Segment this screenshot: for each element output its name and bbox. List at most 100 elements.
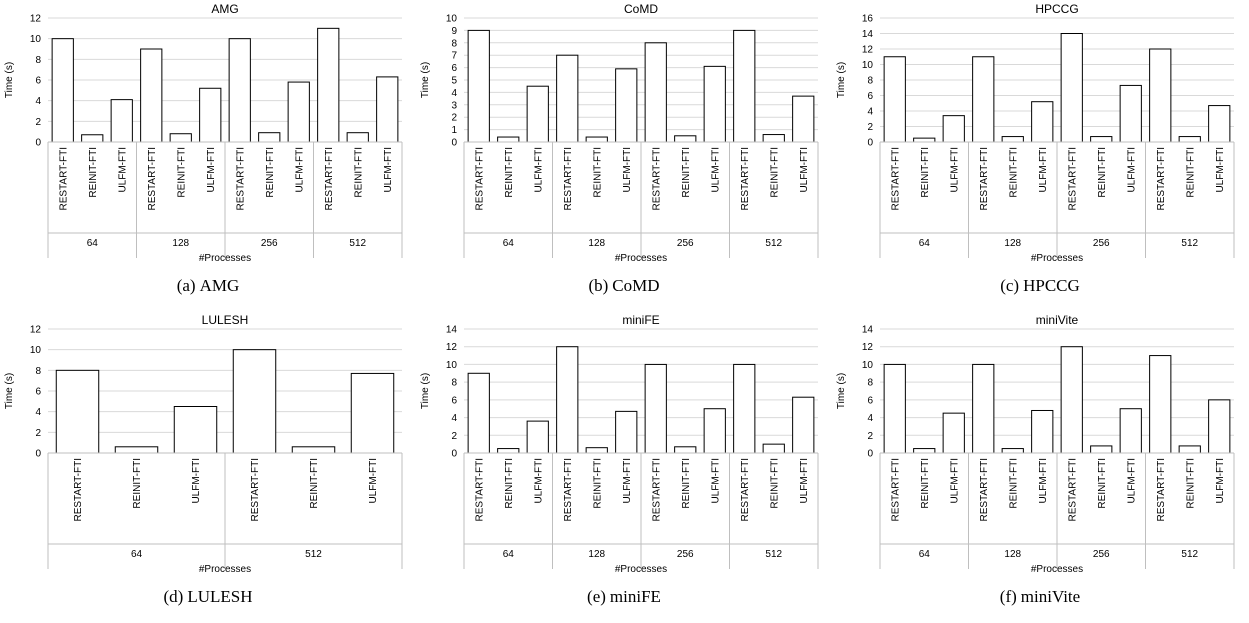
y-tick-label: 4 [35, 96, 41, 107]
bar [883, 363, 906, 454]
bar [114, 446, 159, 454]
bar [615, 68, 638, 143]
figure-caption: (a) AMG [0, 276, 416, 296]
bar [467, 29, 490, 143]
x-axis-label: #Processes [615, 253, 667, 264]
x-group-label: 128 [172, 238, 189, 249]
bar [497, 448, 520, 454]
figure-caption: (f) miniVite [832, 587, 1248, 607]
x-group-label: 256 [1093, 549, 1110, 560]
bar [1031, 409, 1054, 454]
y-tick-label: 14 [446, 325, 458, 336]
bar [350, 372, 395, 454]
x-category-label: ULFM-FTI [1215, 458, 1226, 504]
x-axis-label: #Processes [615, 564, 667, 575]
bar [942, 115, 965, 143]
y-tick-label: 8 [451, 378, 457, 389]
x-category-label: ULFM-FTI [383, 147, 394, 193]
chart-svg: 0 2 4 6 8 10 12 LULESH Time (s) RESTART-FTI REINIT… [4, 313, 403, 575]
y-axis-label: Time (s) [420, 373, 431, 409]
bar [703, 408, 726, 454]
bar [1090, 445, 1113, 454]
chart-svg: 0 2 4 6 8 10 12 14 miniFE Time (s) RESTART-FTI REIN… [420, 313, 819, 575]
x-group-label: 64 [503, 549, 515, 560]
bar [883, 56, 906, 143]
x-category-label: REINIT-FTI [132, 458, 143, 509]
x-category-label: ULFM-FTI [1038, 458, 1049, 504]
y-axis-label: Time (s) [836, 62, 847, 98]
bar [792, 396, 815, 454]
y-axis-label: Time (s) [836, 373, 847, 409]
x-category-label: ULFM-FTI [206, 147, 217, 193]
bar [1090, 136, 1113, 143]
y-tick-label: 7 [451, 51, 457, 62]
x-group-label: 128 [588, 549, 605, 560]
bar [169, 133, 192, 143]
x-category-label: ULFM-FTI [1215, 147, 1226, 193]
caption-text: miniFE [609, 587, 661, 606]
bar [140, 48, 163, 143]
chart-title: CoMD [624, 2, 658, 16]
bar [232, 349, 277, 454]
bar [733, 29, 756, 143]
chart-svg: 0 2 4 6 8 10 12 14 16 HPCCG Time (s) RESTART-FTI REI… [836, 2, 1235, 264]
x-group-label: 64 [87, 238, 99, 249]
caption-text: miniVite [1020, 587, 1081, 606]
bar [110, 99, 133, 143]
figure-caption: (d) LULESH [0, 587, 416, 607]
bar [291, 446, 336, 454]
y-tick-label: 10 [862, 360, 874, 371]
figure-caption: (c) HPCCG [832, 276, 1248, 296]
x-category-label: ULFM-FTI [1126, 458, 1137, 504]
chart-title: miniVite [1036, 313, 1079, 327]
y-tick-label: 8 [451, 38, 457, 49]
figure-caption: (e) miniFE [416, 587, 832, 607]
x-category-label: RESTART-FTI [1156, 147, 1167, 211]
y-tick-label: 2 [451, 431, 457, 442]
y-tick-label: 3 [451, 100, 457, 111]
x-category-label: REINIT-FTI [353, 147, 364, 198]
y-tick-label: 8 [35, 366, 41, 377]
x-category-label: ULFM-FTI [799, 458, 810, 504]
y-tick-label: 0 [867, 138, 873, 149]
x-category-label: REINIT-FTI [920, 458, 931, 509]
x-category-label: RESTART-FTI [1067, 458, 1078, 522]
x-group-label: 64 [919, 549, 931, 560]
x-category-label: RESTART-FTI [235, 147, 246, 211]
x-category-label: ULFM-FTI [117, 147, 128, 193]
x-category-label: ULFM-FTI [622, 458, 633, 504]
caption-text: HPCCG [1023, 276, 1080, 295]
x-category-label: RESTART-FTI [474, 458, 485, 522]
bar [585, 447, 608, 454]
x-category-label: RESTART-FTI [147, 147, 158, 211]
x-category-label: REINIT-FTI [681, 458, 692, 509]
bar [792, 95, 815, 143]
bar [1208, 399, 1231, 454]
x-axis-label: #Processes [199, 564, 251, 575]
bar [258, 132, 281, 143]
bar [1178, 136, 1201, 143]
x-category-label: ULFM-FTI [622, 147, 633, 193]
bar [733, 363, 756, 454]
bar [556, 54, 579, 143]
caption-label: (d) [163, 587, 184, 606]
x-group-label: 512 [349, 238, 366, 249]
x-category-label: REINIT-FTI [1097, 458, 1108, 509]
x-category-label: RESTART-FTI [474, 147, 485, 211]
y-tick-label: 6 [867, 395, 873, 406]
bar [55, 369, 100, 454]
bar [972, 363, 995, 454]
x-category-label: RESTART-FTI [979, 458, 990, 522]
x-category-label: ULFM-FTI [368, 458, 379, 504]
x-axis-label: #Processes [1031, 253, 1083, 264]
bar [762, 134, 785, 143]
x-category-label: RESTART-FTI [890, 147, 901, 211]
y-axis-label: Time (s) [4, 373, 15, 409]
bar [556, 346, 579, 454]
x-category-label: ULFM-FTI [191, 458, 202, 504]
bar [615, 410, 638, 454]
caption-label: (c) [1000, 276, 1020, 295]
bar [173, 406, 218, 454]
y-tick-label: 4 [451, 413, 457, 424]
x-category-label: REINIT-FTI [769, 458, 780, 509]
